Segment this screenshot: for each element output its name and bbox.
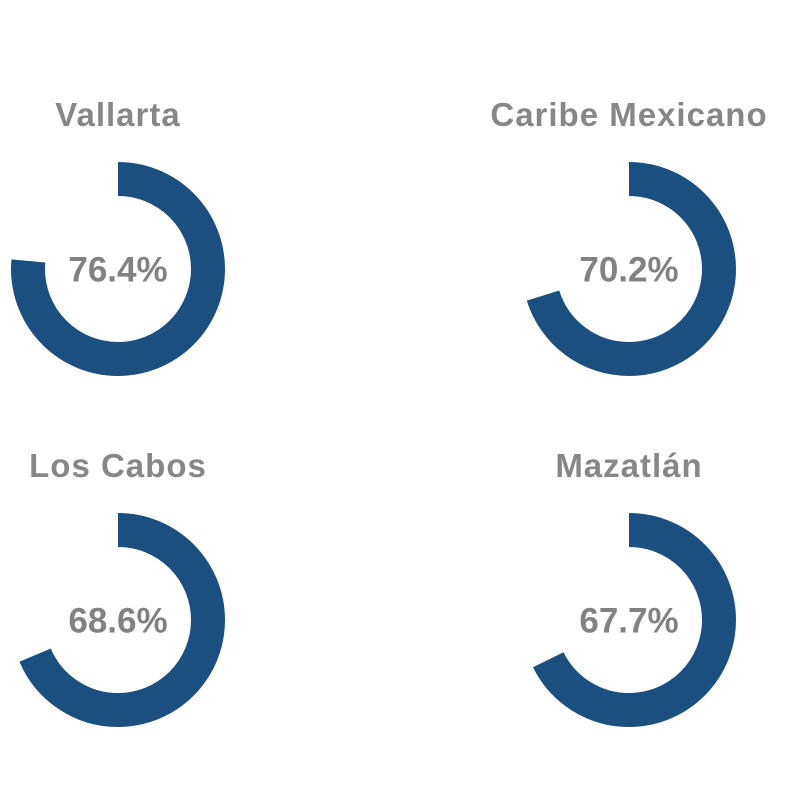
donut-value-label-mazatlan: 67.7% <box>579 601 678 640</box>
chart-title-vallarta: Vallarta <box>55 96 181 133</box>
donut-arc-vallarta[interactable] <box>11 162 225 376</box>
chart-title-mazatlan: Mazatlán <box>555 447 703 484</box>
donut-card-caribe-mexicano: Caribe Mexicano 70.2% <box>469 95 789 377</box>
chart-title-caribe-mexicano: Caribe Mexicano <box>490 96 768 133</box>
donut-value-label-los-cabos: 68.6% <box>68 601 167 640</box>
donut-chart-mazatlan: 67.7% <box>522 513 736 727</box>
donut-arc-caribe-mexicano[interactable] <box>522 162 736 376</box>
chart-title-los-cabos: Los Cabos <box>29 447 207 484</box>
donut-chart-caribe-mexicano: 70.2% <box>522 162 736 376</box>
donut-arc-mazatlan[interactable] <box>522 513 736 727</box>
donut-card-mazatlan: Mazatlán 67.7% <box>469 446 789 728</box>
donut-chart-vallarta: 76.4% <box>11 162 225 376</box>
donut-card-los-cabos: Los Cabos 68.6% <box>8 446 228 728</box>
donut-arc-los-cabos[interactable] <box>11 513 225 727</box>
donut-card-vallarta: Vallarta 76.4% <box>8 95 228 377</box>
donut-value-label-caribe-mexicano: 70.2% <box>579 250 678 289</box>
donut-value-label-vallarta: 76.4% <box>68 250 167 289</box>
donut-chart-los-cabos: 68.6% <box>11 513 225 727</box>
